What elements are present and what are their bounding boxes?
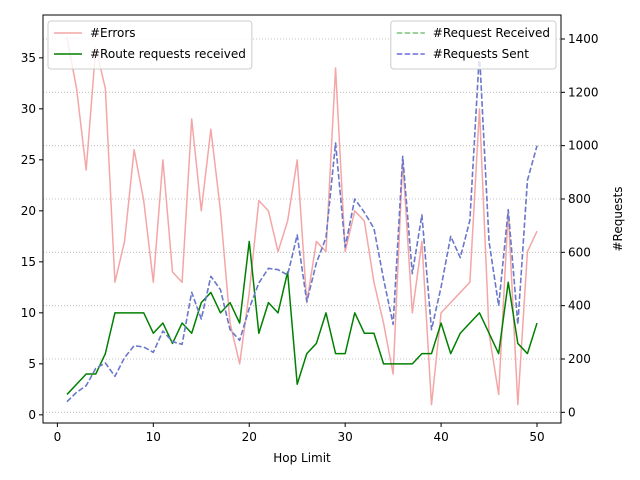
y-right-tick-label: 400 <box>568 299 591 313</box>
y-axis-right-label: #Requests <box>611 186 625 251</box>
y-left-tick-label: 10 <box>21 306 36 320</box>
legend-label: #Request Received <box>433 26 550 40</box>
y-axis-right: 0 200 400 600 800 1000 1200 1400 <box>561 32 599 419</box>
y-right-tick-label: 1400 <box>568 32 599 46</box>
series-layer <box>66 37 538 406</box>
y-right-tick-label: 200 <box>568 352 591 366</box>
x-axis: 0 10 20 30 40 50 <box>54 423 545 444</box>
y-axis-left: 0 5 10 15 20 25 30 35 <box>21 51 43 422</box>
legend-label: #Errors <box>90 26 136 40</box>
y-left-tick-label: 35 <box>21 51 36 65</box>
y-left-tick-label: 15 <box>21 255 36 269</box>
y-left-tick-label: 25 <box>21 153 36 167</box>
y-right-tick-label: 1000 <box>568 139 599 153</box>
y-right-tick-label: 800 <box>568 192 591 206</box>
legend-right: #Request Received #Requests Sent <box>390 20 557 70</box>
series-line-requests-sent <box>66 51 538 403</box>
y-left-tick-label: 30 <box>21 102 36 116</box>
grid-layer <box>43 38 561 413</box>
y-left-tick-label: 20 <box>21 204 36 218</box>
x-tick-label: 0 <box>54 430 62 444</box>
legend-right-box <box>390 20 557 70</box>
series-line-route-requests-received <box>66 240 538 395</box>
x-tick-label: 30 <box>338 430 353 444</box>
x-tick-label: 50 <box>529 430 544 444</box>
legend-left-box <box>47 20 253 70</box>
x-axis-label: Hop Limit <box>273 451 331 465</box>
legend-label: #Route requests received <box>90 47 246 61</box>
x-tick-label: 10 <box>146 430 161 444</box>
y-left-tick-label: 0 <box>28 408 36 422</box>
series-line-errors <box>66 37 538 406</box>
legend-label: #Requests Sent <box>433 47 529 61</box>
legend-left: #Errors #Route requests received <box>47 20 253 70</box>
y-left-tick-label: 5 <box>28 357 36 371</box>
plot-frame <box>42 14 562 424</box>
y-right-tick-label: 0 <box>568 405 576 419</box>
x-tick-label: 40 <box>433 430 448 444</box>
x-tick-label: 20 <box>242 430 257 444</box>
y-right-tick-label: 1200 <box>568 85 599 99</box>
y-right-tick-label: 600 <box>568 245 591 259</box>
